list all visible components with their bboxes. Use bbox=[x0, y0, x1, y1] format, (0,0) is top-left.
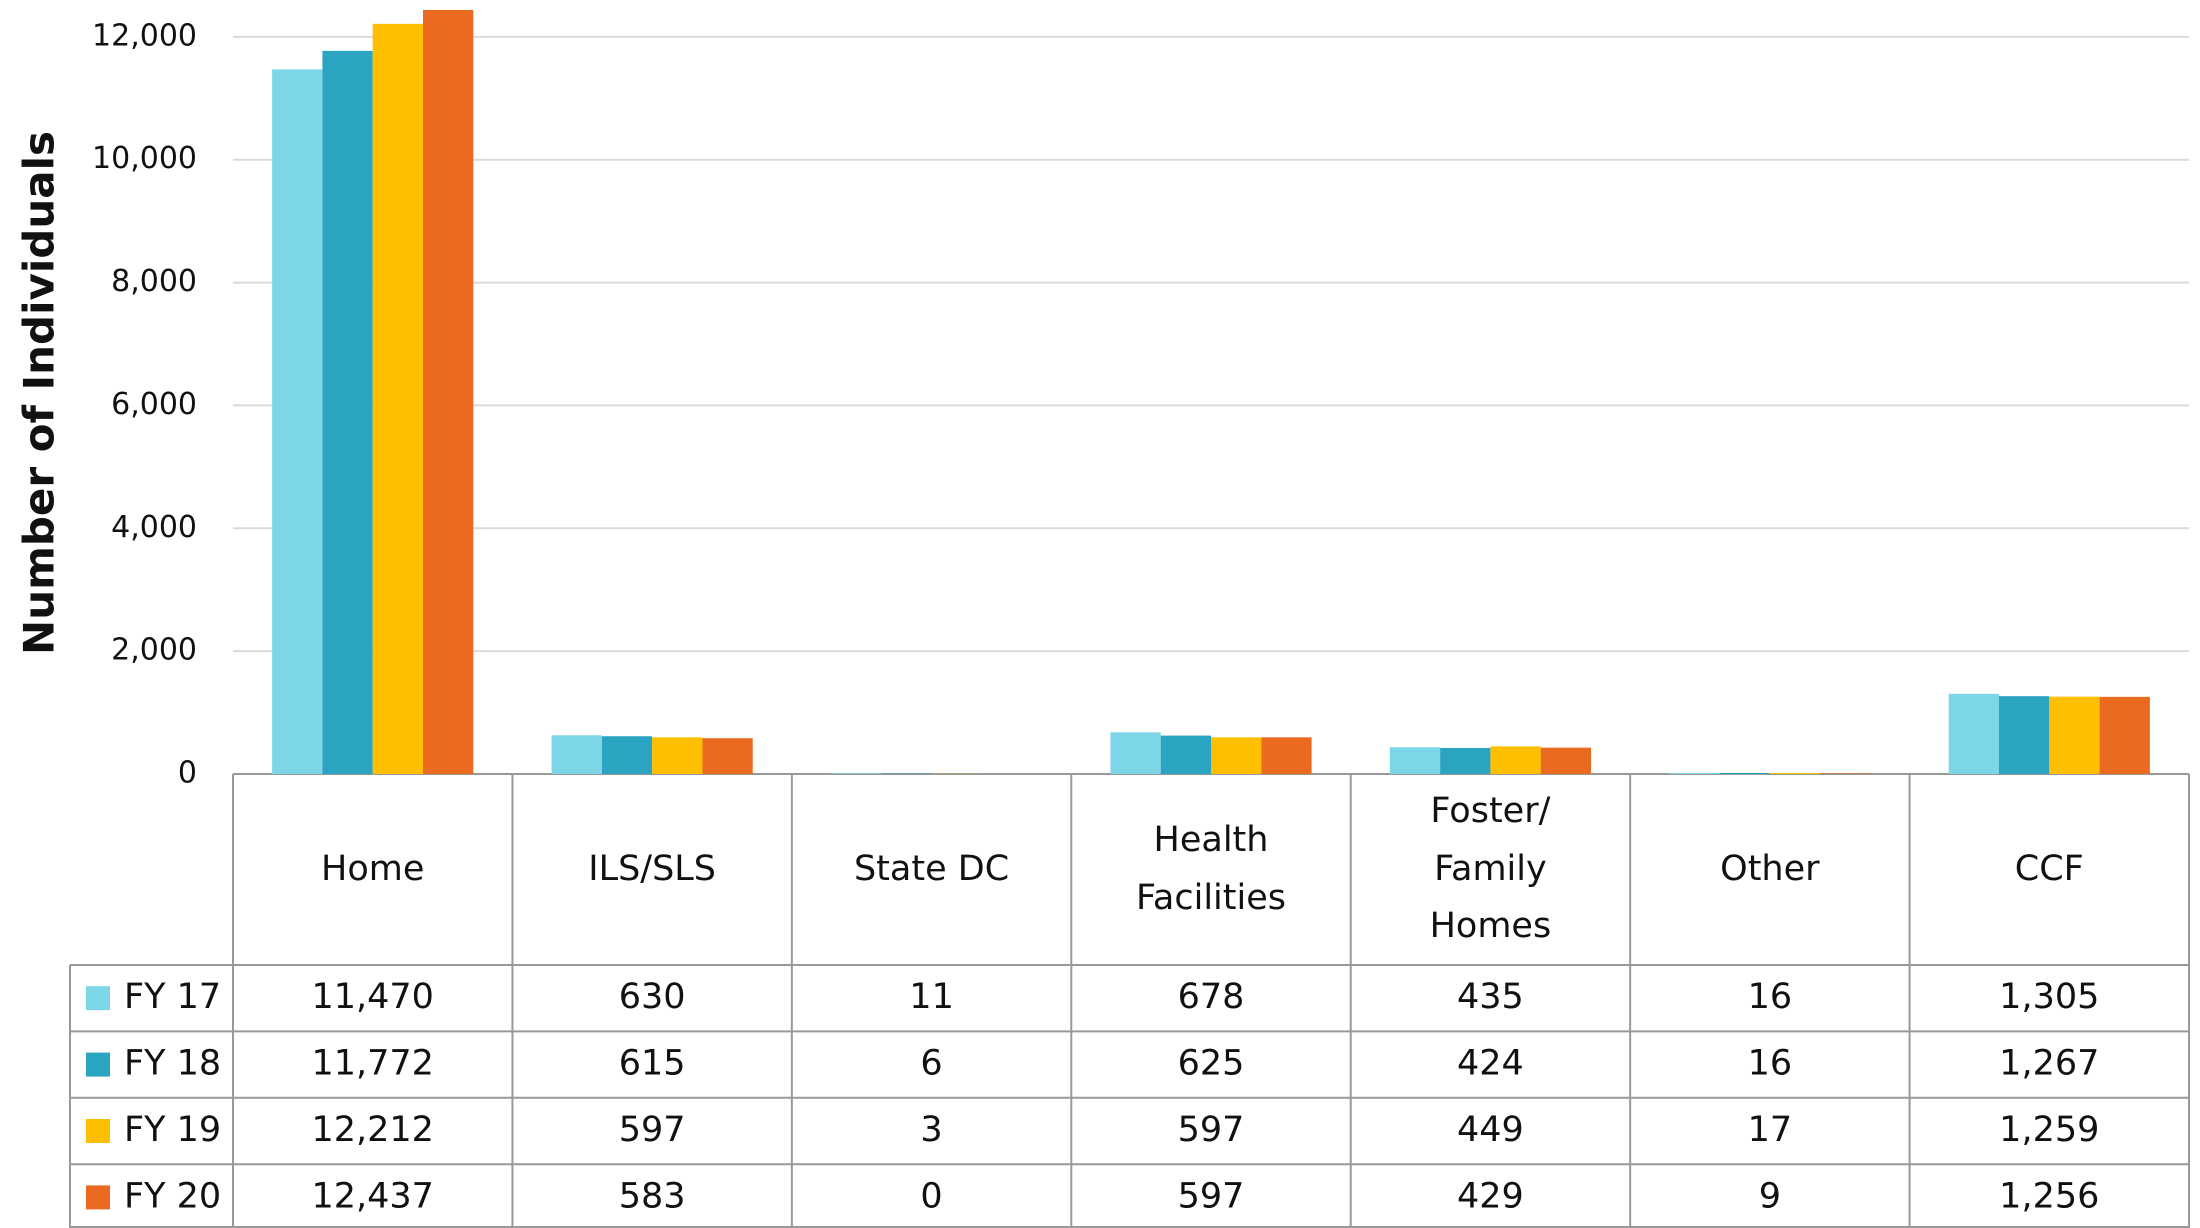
table-value: 597 bbox=[1178, 1110, 1245, 1150]
bar bbox=[1211, 737, 1262, 774]
y-tick-label: 6,000 bbox=[111, 387, 197, 422]
bar bbox=[551, 735, 602, 774]
legend-label: FY 17 bbox=[124, 977, 221, 1017]
bar bbox=[601, 736, 653, 774]
bar bbox=[322, 50, 373, 775]
bar bbox=[1998, 696, 2050, 774]
y-tick-label: 8,000 bbox=[111, 264, 197, 299]
table-value: 1,305 bbox=[1999, 977, 2099, 1017]
y-tick-label: 12,000 bbox=[92, 18, 197, 53]
y-axis-title: Number of Individuals bbox=[15, 131, 64, 655]
category-label: State DC bbox=[853, 848, 1010, 889]
y-tick-label: 10,000 bbox=[92, 141, 197, 176]
table-value: 678 bbox=[1178, 977, 1245, 1017]
table-value: 12,212 bbox=[311, 1110, 433, 1150]
table-value: 16 bbox=[1748, 1044, 1793, 1084]
table-value: 11,772 bbox=[311, 1044, 433, 1084]
table-value: 435 bbox=[1457, 977, 1524, 1017]
category-label: ILS/SLS bbox=[588, 848, 717, 889]
table-value: 424 bbox=[1457, 1044, 1524, 1084]
bar bbox=[1160, 735, 1211, 774]
table-value: 0 bbox=[920, 1176, 942, 1216]
bar bbox=[272, 69, 323, 774]
table-value: 429 bbox=[1457, 1176, 1524, 1216]
y-tick-label: 2,000 bbox=[111, 633, 197, 668]
table-value: 630 bbox=[619, 977, 686, 1017]
bar bbox=[2099, 696, 2150, 774]
bar bbox=[1261, 737, 1312, 774]
category-label: Home bbox=[321, 848, 425, 889]
table-value: 615 bbox=[619, 1044, 686, 1084]
bar bbox=[1110, 732, 1161, 774]
table-value: 583 bbox=[619, 1176, 686, 1216]
category-label: Other bbox=[1720, 848, 1820, 889]
table-value: 1,259 bbox=[1999, 1110, 2099, 1150]
table-value: 625 bbox=[1178, 1044, 1245, 1084]
y-tick-label: 0 bbox=[178, 756, 197, 791]
bar bbox=[372, 23, 424, 774]
bar bbox=[830, 773, 882, 774]
legend-label: FY 19 bbox=[124, 1110, 221, 1150]
legend-swatch bbox=[86, 1119, 110, 1143]
table-value: 16 bbox=[1748, 977, 1793, 1017]
bar bbox=[1820, 773, 1871, 774]
bar bbox=[1669, 773, 1720, 774]
table-value: 1,267 bbox=[1999, 1044, 2099, 1084]
bar bbox=[1719, 773, 1770, 774]
table-value: 11 bbox=[909, 977, 954, 1017]
bar bbox=[1948, 693, 1999, 774]
category-label: Health Facilities bbox=[1135, 819, 1286, 918]
legend-swatch bbox=[86, 1185, 110, 1210]
bar bbox=[702, 738, 753, 774]
category-label: CCF bbox=[2014, 848, 2084, 889]
bar bbox=[423, 10, 474, 774]
table-value: 449 bbox=[1457, 1110, 1524, 1150]
table-value: 6 bbox=[920, 1044, 942, 1084]
table-value: 11,470 bbox=[311, 977, 433, 1017]
table-value: 1,256 bbox=[1999, 1176, 2099, 1216]
bar bbox=[652, 737, 703, 774]
y-tick-label: 4,000 bbox=[111, 510, 197, 545]
table-value: 597 bbox=[619, 1110, 686, 1150]
table-value: 597 bbox=[1178, 1176, 1245, 1216]
legend-swatch bbox=[86, 986, 110, 1011]
table-value: 12,437 bbox=[311, 1176, 433, 1216]
bar bbox=[1769, 772, 1821, 774]
bar bbox=[1389, 747, 1441, 774]
table-value: 3 bbox=[920, 1110, 942, 1150]
legend-label: FY 20 bbox=[124, 1176, 221, 1216]
legend-swatch bbox=[86, 1052, 110, 1077]
table-value: 9 bbox=[1759, 1176, 1781, 1216]
category-label: Foster/ Family Homes bbox=[1429, 790, 1552, 947]
table-value: 17 bbox=[1748, 1110, 1793, 1150]
bar bbox=[2049, 696, 2100, 774]
bar bbox=[1540, 747, 1592, 774]
bar bbox=[1440, 747, 1491, 774]
legend-label: FY 18 bbox=[124, 1044, 221, 1084]
bar bbox=[1490, 746, 1541, 774]
